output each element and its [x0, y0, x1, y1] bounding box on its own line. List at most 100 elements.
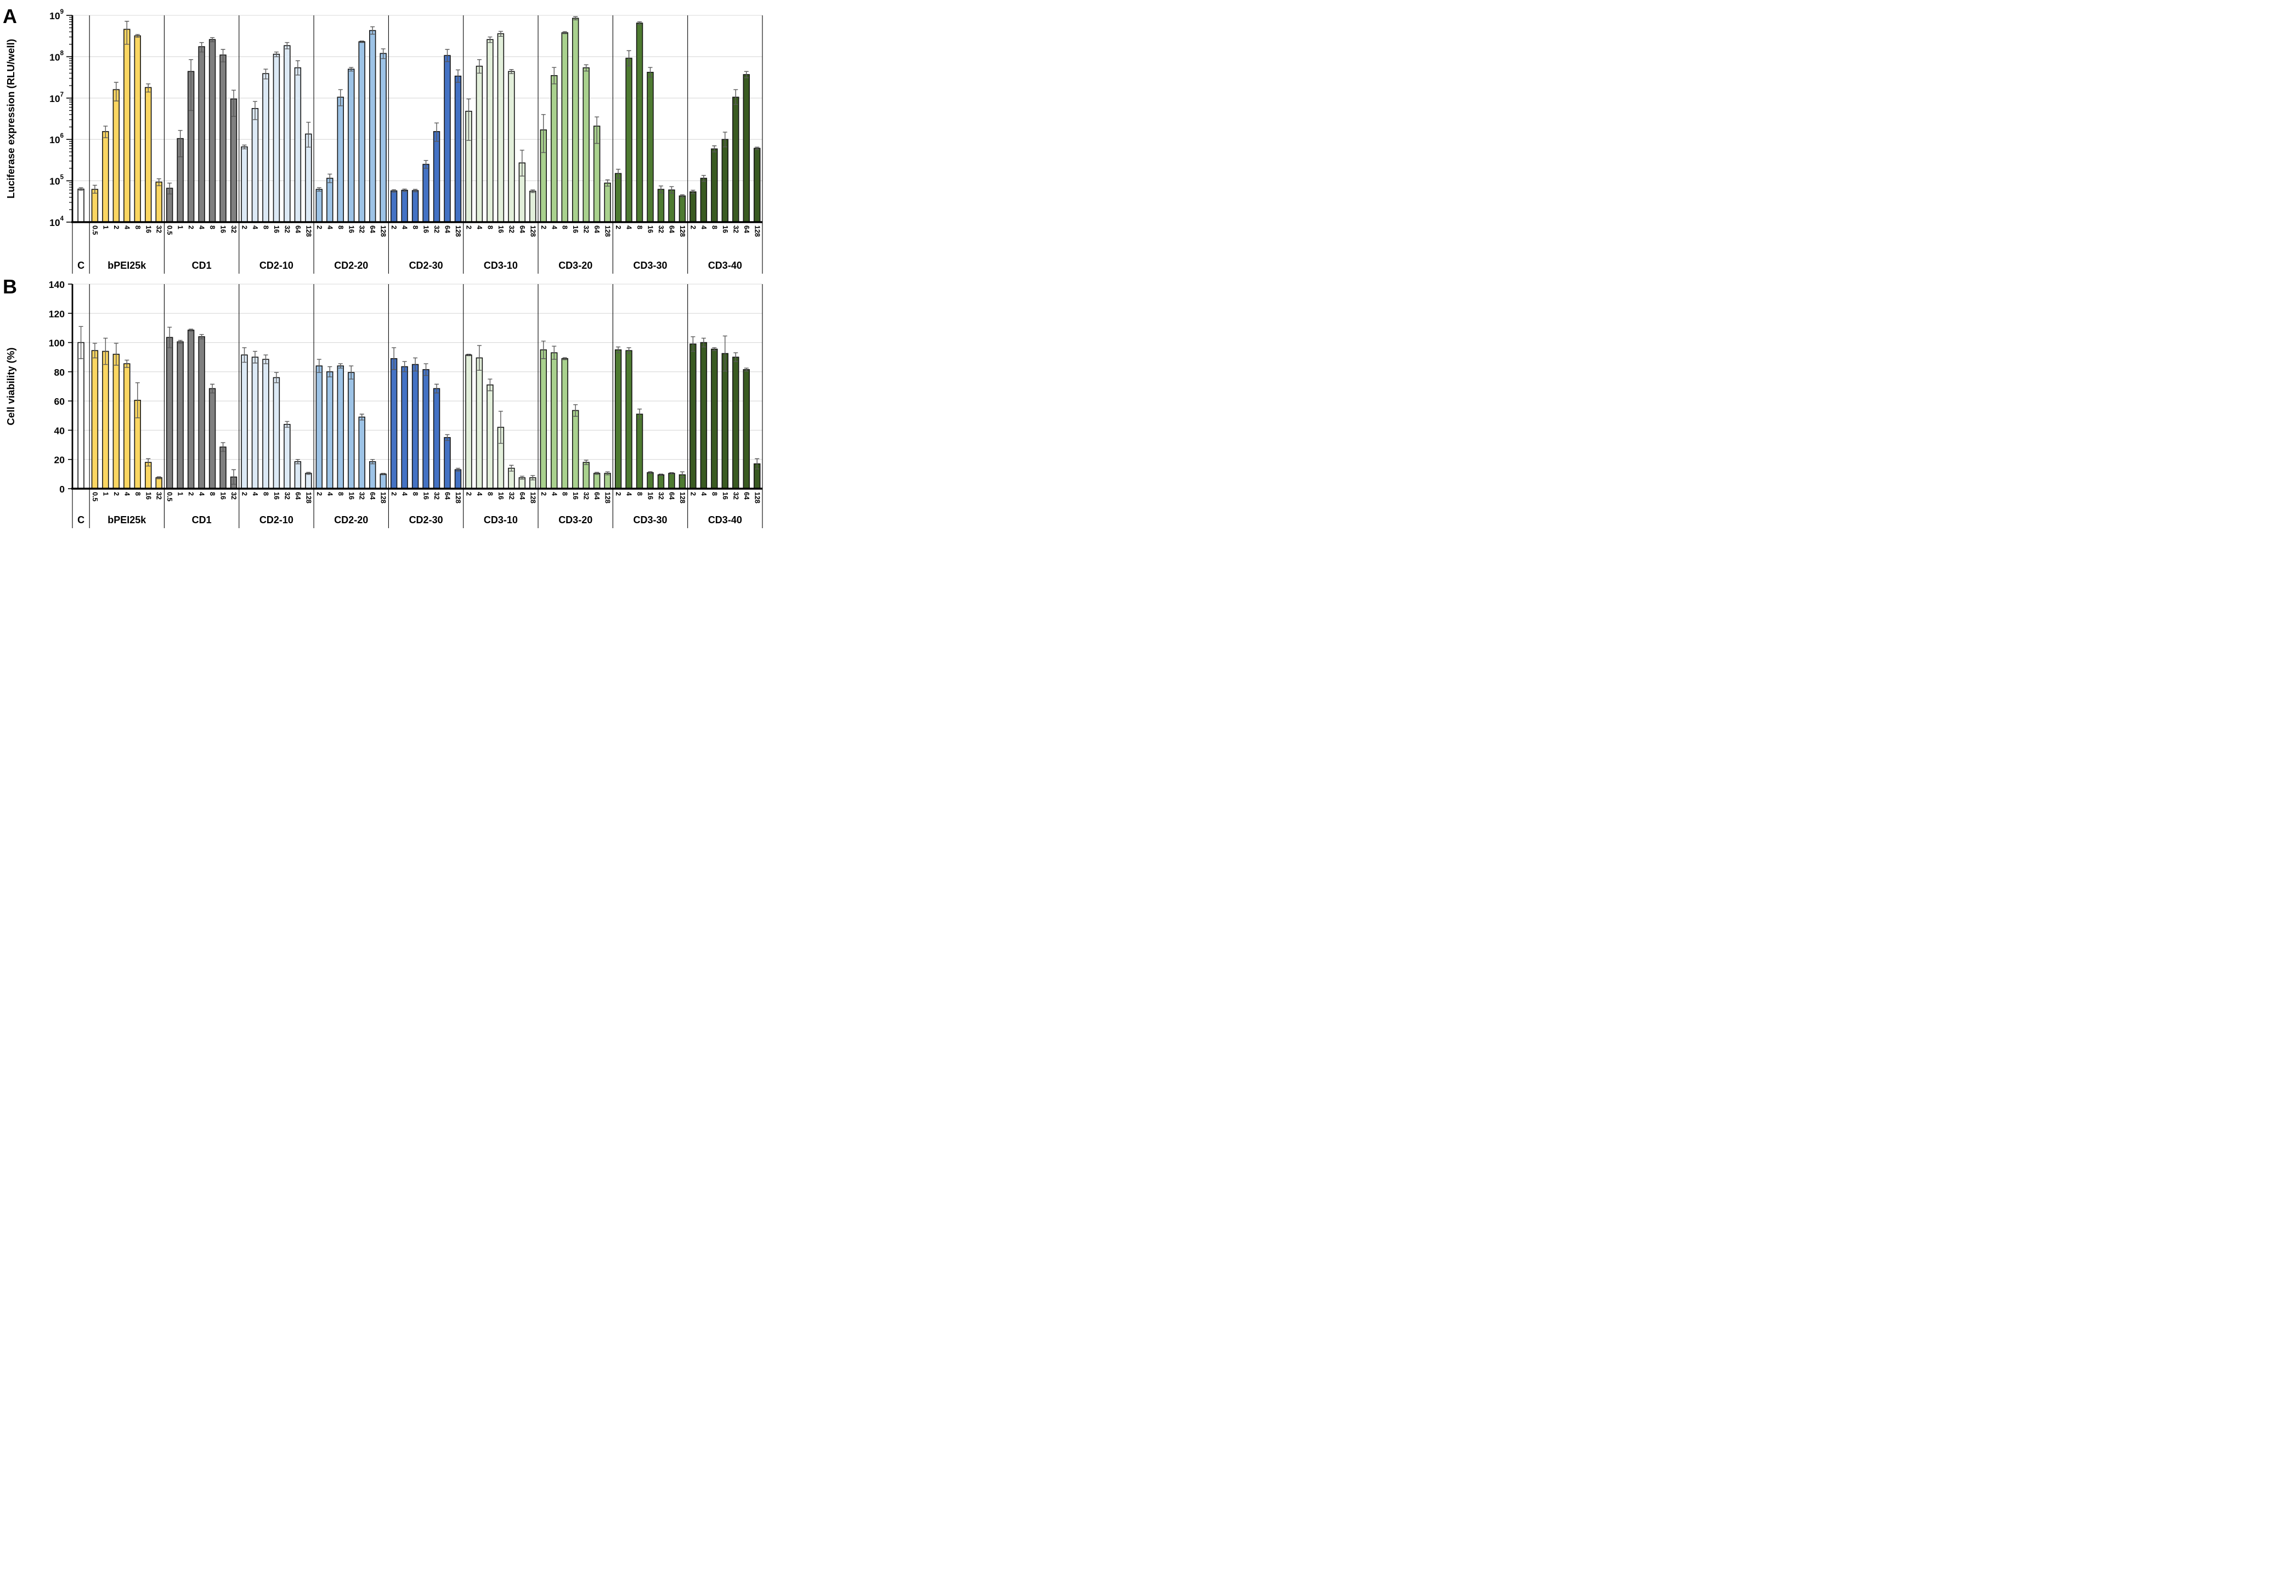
- bar-CD2-30-2: [390, 190, 398, 223]
- bar-CD1-0.5: [166, 337, 173, 489]
- error-bar: [680, 194, 685, 198]
- bar-CD2-20-4: [326, 178, 333, 223]
- error-bar: [434, 122, 439, 142]
- bar-CD3-30-32: [657, 474, 665, 489]
- error-bar: [285, 42, 290, 49]
- error-bar: [498, 31, 503, 37]
- group-CD3-10: 2 4 8 16 32 64 128 CD3-10: [465, 345, 536, 525]
- group-label: CD2-10: [259, 260, 293, 271]
- bar-CD3-40-128: [754, 148, 761, 223]
- error-bar: [669, 472, 674, 475]
- bar-CD1-2: [187, 330, 195, 489]
- x-tick-label: 4: [123, 225, 131, 229]
- error-bar: [316, 359, 321, 373]
- bar-CD3-10-2: [465, 354, 472, 489]
- error-bar: [626, 347, 631, 354]
- group-label: CD2-20: [334, 260, 368, 271]
- x-tick-label: 4: [550, 492, 558, 496]
- group-label: C: [77, 260, 84, 271]
- error-bar: [445, 49, 450, 63]
- x-tick-label: 64: [294, 225, 302, 233]
- bar-CD3-40-8: [711, 148, 718, 223]
- x-tick-label: 0.5: [91, 225, 99, 235]
- error-bar: [370, 26, 375, 35]
- error-bar: [231, 89, 236, 117]
- bar-CD3-10-8: [487, 384, 494, 489]
- error-bar: [605, 471, 610, 476]
- bar-CD3-30-64: [668, 189, 675, 223]
- bar-CD1-4: [198, 46, 205, 223]
- bar-CD2-30-4: [401, 366, 408, 489]
- bar-CD2-20-32: [358, 416, 365, 489]
- x-tick-label: 2: [315, 225, 323, 229]
- bar-CD2-10-8: [262, 359, 269, 489]
- bar-CD3-20-8: [561, 358, 568, 489]
- bar-CD1-16: [219, 446, 227, 489]
- error-bar: [755, 458, 760, 469]
- x-tick-label: 64: [743, 492, 750, 500]
- x-tick-label: 16: [273, 225, 280, 233]
- x-tick-label: 4: [251, 492, 259, 496]
- error-bar: [509, 69, 514, 74]
- group-CD1: 0.5 1 2 4 8 16 32 CD1: [166, 37, 237, 271]
- error-bar: [327, 366, 332, 377]
- bar-CD2-30-16: [422, 163, 429, 223]
- x-tick-label: 8: [134, 492, 142, 496]
- x-tick-label: 8: [561, 225, 569, 229]
- bar-CD3-30-2: [614, 349, 622, 489]
- group-CD3-30: 2 4 8 16 32 64 128 CD3-30: [614, 346, 686, 525]
- error-bar: [274, 52, 279, 58]
- group-label: CD1: [192, 514, 212, 525]
- error-bar: [552, 67, 557, 84]
- x-tick-label: 16: [497, 492, 505, 500]
- error-bar: [552, 346, 557, 360]
- error-bar: [456, 468, 460, 472]
- x-tick-label: 64: [593, 225, 601, 233]
- bar-CD3-30-16: [647, 72, 654, 223]
- panel-B: C 0.5 1 2 4 8 16 32 bPEI25k 0.5 1 2 4 8 16 32 CD1 2 4 8 16 32…: [0, 277, 766, 530]
- x-tick-label: 128: [380, 492, 387, 503]
- y-axis-title: Luciferase expression (RLU/well): [5, 39, 16, 199]
- x-tick-label: 32: [433, 225, 440, 233]
- error-bar: [456, 69, 460, 83]
- x-tick-label: 16: [721, 225, 729, 233]
- x-tick-label: 4: [198, 492, 206, 496]
- bar-CD3-20-32: [583, 67, 590, 223]
- y-ticks: 0 20 40 60 80 100 120 140: [49, 279, 72, 495]
- x-tick-label: 8: [262, 492, 269, 496]
- error-bar: [637, 409, 642, 420]
- bar-CD3-30-4: [625, 350, 632, 489]
- error-bar: [392, 347, 397, 370]
- error-bar: [156, 178, 161, 186]
- x-tick-label: 2: [540, 492, 547, 496]
- bar-CD2-10-32: [284, 423, 291, 489]
- bar-CD2-30-8: [411, 364, 419, 489]
- group-CD3-20: 2 4 8 16 32 64 128 CD3-20: [540, 341, 612, 525]
- group-label: bPEI25k: [108, 514, 146, 525]
- bar-CD2-10-4: [251, 356, 259, 489]
- bar-CD3-40-16: [721, 139, 729, 223]
- x-tick-label: 32: [583, 492, 590, 500]
- x-tick-label: 8: [262, 225, 269, 229]
- error-bar: [659, 185, 663, 194]
- error-bar: [701, 175, 706, 182]
- x-tick-label: 8: [208, 492, 216, 496]
- error-bar: [573, 404, 578, 417]
- x-tick-label: 32: [583, 225, 590, 233]
- bar-CD3-20-4: [551, 352, 558, 489]
- error-bar: [92, 343, 97, 359]
- error-bar: [167, 183, 172, 195]
- bar-CD2-10-64: [294, 67, 302, 223]
- bar-CD2-30-4: [401, 190, 408, 223]
- x-tick-label: 64: [518, 492, 526, 500]
- x-tick-label: 64: [444, 225, 451, 233]
- bar-bPEI25k-2: [112, 354, 120, 489]
- bar-CD3-30-64: [668, 473, 675, 489]
- group-CD2-30: 2 4 8 16 32 64 128 CD2-30: [390, 49, 462, 271]
- y-tick-label: 20: [54, 455, 65, 466]
- group-label: CD3-40: [708, 260, 742, 271]
- group-bPEI25k: 0.5 1 2 4 8 16 32 bPEI25k: [91, 21, 163, 271]
- group-label: CD3-30: [634, 514, 668, 525]
- y-tick-label: 105: [49, 174, 64, 187]
